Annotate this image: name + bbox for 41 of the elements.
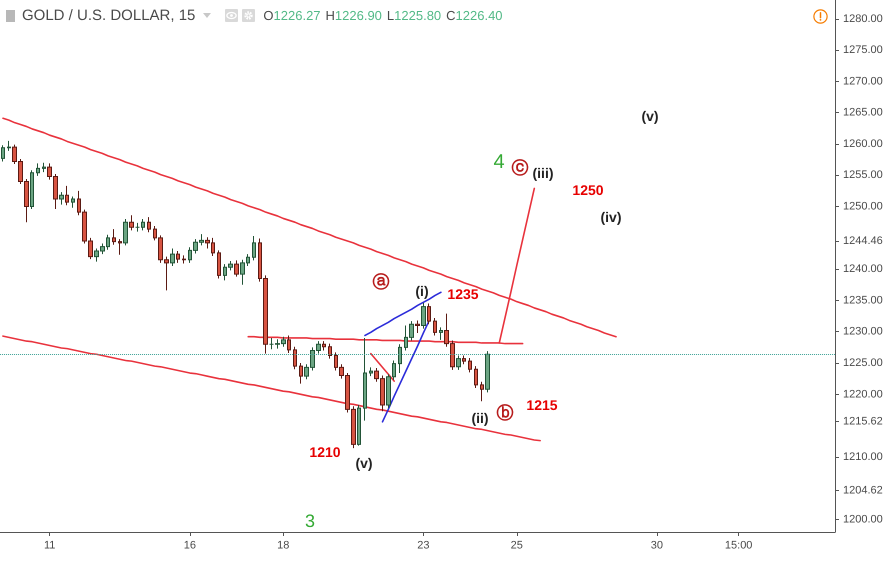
y-tick-label: 1260.00 bbox=[843, 138, 883, 150]
annotation: 4 bbox=[493, 151, 505, 173]
annotation: (iv) bbox=[600, 209, 622, 225]
y-tick-label: 1265.00 bbox=[843, 106, 883, 119]
annotation: (ii) bbox=[471, 410, 489, 426]
annotation: 3 bbox=[304, 511, 316, 531]
annotation: (v) bbox=[641, 108, 659, 124]
x-tick-label: 25 bbox=[510, 540, 523, 552]
annotation: (iii) bbox=[532, 165, 554, 181]
y-tick-label: 1240.00 bbox=[843, 263, 883, 276]
x-tick-label: 16 bbox=[184, 540, 196, 552]
x-tick-label: 15:00 bbox=[724, 540, 752, 552]
y-tick-label: 1235.00 bbox=[843, 294, 883, 306]
annotation: 1250 bbox=[572, 182, 604, 198]
y-tick-label: 1230.00 bbox=[843, 326, 883, 338]
y-tick-label: 1225.00 bbox=[843, 357, 883, 370]
x-tick-label: 30 bbox=[650, 540, 664, 552]
y-tick-label: 1275.00 bbox=[843, 44, 883, 56]
annotation: (i) bbox=[415, 283, 429, 299]
annotation: ⓐ bbox=[372, 272, 390, 292]
y-tick-label: 1250.00 bbox=[843, 200, 883, 213]
y-tick-label: 1270.00 bbox=[843, 75, 883, 88]
y-tick-label: 1280.00 bbox=[843, 12, 883, 25]
y-tick-label: 1210.00 bbox=[843, 450, 883, 463]
x-tick-label: 23 bbox=[417, 540, 430, 552]
annotation: 1235 bbox=[447, 286, 479, 302]
x-tick-label: 11 bbox=[44, 540, 56, 552]
x-tick-label: 18 bbox=[277, 540, 290, 552]
y-tick-label: 1215.62 bbox=[843, 416, 883, 428]
y-tick-label: 1244.46 bbox=[843, 235, 883, 248]
text: O1226.27 H1226.90 L1225.80 C1226.40 bbox=[263, 8, 503, 23]
y-tick-label: 1255.00 bbox=[843, 169, 883, 182]
text: GOLD / U.S. DOLLAR, 15 bbox=[22, 7, 196, 24]
y-tick-label: 1200.00 bbox=[843, 513, 883, 526]
annotation: ⓑ bbox=[496, 404, 514, 422]
annotation: (v) bbox=[355, 455, 373, 471]
y-tick-label: 1220.00 bbox=[843, 388, 883, 400]
y-tick-label: 1204.62 bbox=[843, 484, 883, 497]
annotation: 1210 bbox=[309, 444, 341, 460]
annotation: ⓒ bbox=[512, 158, 528, 178]
annotation: 1215 bbox=[526, 397, 558, 413]
